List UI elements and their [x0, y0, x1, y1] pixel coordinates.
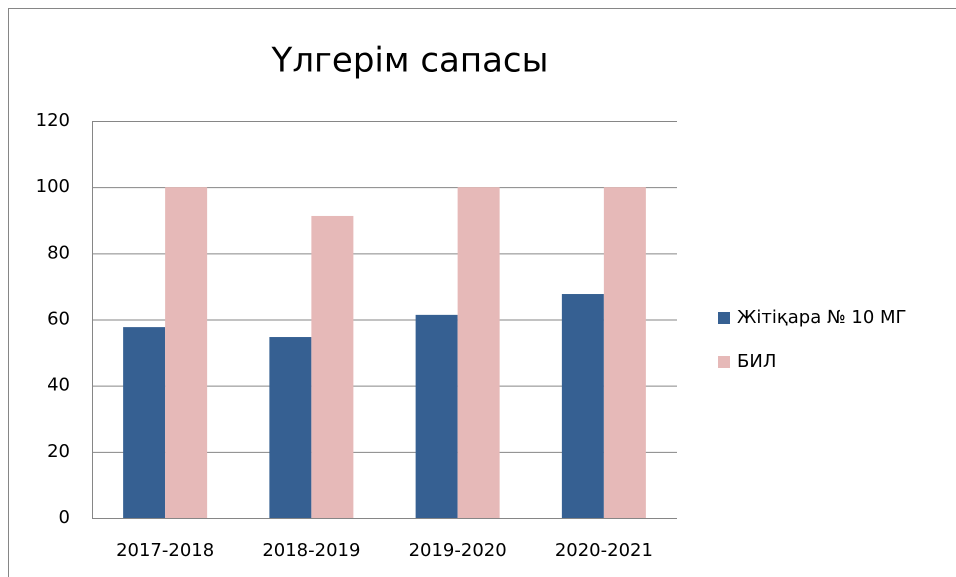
legend-label: БИЛ: [737, 351, 776, 372]
y-tick-label: 40: [47, 375, 70, 396]
legend-swatch: [718, 312, 730, 324]
x-tick-label: 2017-2018: [116, 540, 214, 561]
y-tick-label: 0: [59, 507, 70, 528]
chart-title: Үлгерім сапасы: [271, 41, 549, 81]
legend-label: Жітіқара № 10 МГ: [737, 307, 907, 328]
y-tick-label: 120: [36, 110, 70, 131]
x-tick-label: 2019-2020: [409, 540, 507, 561]
y-tick-label: 60: [47, 309, 70, 330]
bar: [457, 187, 500, 518]
bar: [311, 215, 354, 519]
bar: [269, 337, 312, 518]
x-tick-label: 2020-2021: [555, 540, 653, 561]
bar: [165, 187, 208, 518]
bar: [603, 187, 646, 518]
y-tick-label: 20: [47, 441, 70, 462]
legend-swatch: [718, 356, 730, 368]
bar: [415, 314, 458, 518]
y-tick-label: 100: [36, 176, 70, 197]
bar: [561, 294, 604, 518]
x-tick-label: 2018-2019: [262, 540, 360, 561]
bar: [123, 327, 166, 518]
y-tick-label: 80: [47, 242, 70, 263]
